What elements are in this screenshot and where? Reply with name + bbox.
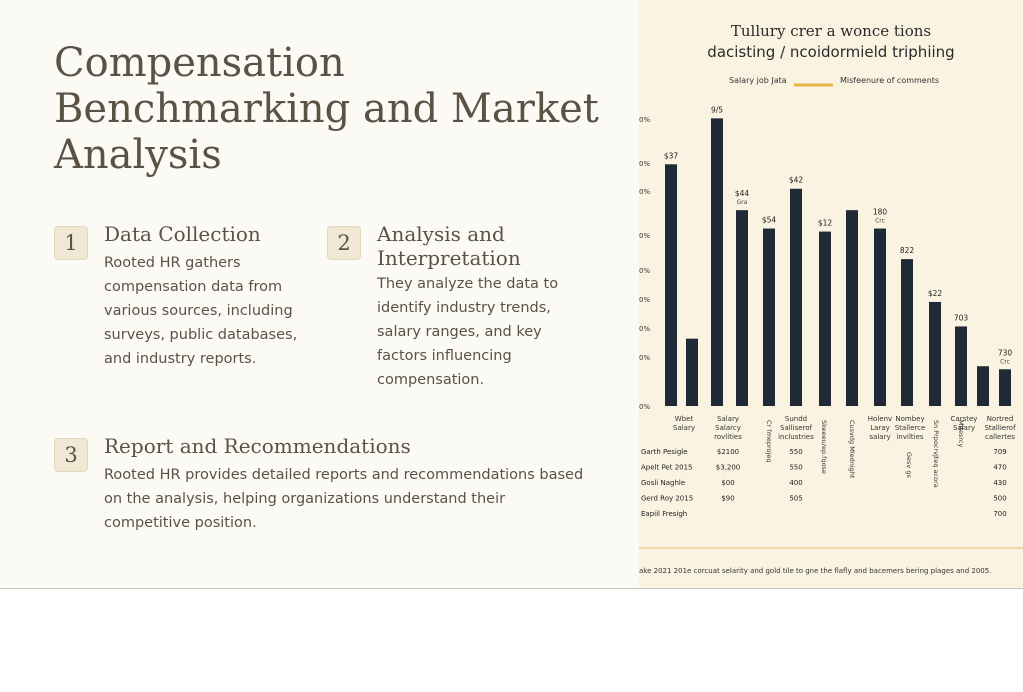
bar — [874, 228, 886, 406]
bar — [711, 118, 723, 407]
table-cell: $3,200 — [716, 464, 741, 472]
y-tick-label: 0% — [639, 403, 650, 411]
bar — [977, 366, 989, 406]
chart-subtitle: dacisting / ncoidormield triphiing — [707, 43, 954, 61]
vertical-row-label: Gesv gs — [905, 452, 913, 478]
step-description: Rooted HR gathers compensation data from… — [104, 255, 298, 367]
table-cell: 505 — [789, 495, 802, 503]
bar — [955, 326, 967, 406]
table-cell: 709 — [993, 448, 1006, 456]
step-title: Data Collection — [104, 222, 261, 246]
y-tick-label: 0% — [639, 296, 650, 304]
y-tick-label: 0% — [639, 267, 650, 275]
bar — [763, 228, 775, 406]
table-row-label: Gerd Roy 2015 — [641, 495, 693, 503]
table-cell: 400 — [789, 479, 802, 487]
table-cell: $90 — [721, 495, 734, 503]
table-cell: 470 — [993, 464, 1006, 472]
bar-value-label: 730 — [998, 348, 1013, 357]
bar-value-label: $44 — [735, 189, 750, 198]
step-description: Rooted HR provides detailed reports and … — [104, 467, 584, 531]
bar-value-label: Gra — [737, 199, 748, 206]
y-tick-label: 0% — [639, 325, 650, 333]
step-title: Report and Recommendations — [104, 434, 411, 458]
y-tick-label: 0% — [639, 354, 650, 362]
x-tick-label: Nombey — [895, 415, 924, 423]
table-cell: 550 — [789, 464, 802, 472]
table-cell: $00 — [721, 479, 734, 487]
slide: Compensation Benchmarking and Market Ana… — [0, 0, 1023, 589]
table-row-label: Apelt Pet 2015 — [641, 464, 693, 472]
x-tick-label: inclustries — [778, 433, 814, 441]
table-cell: 700 — [993, 510, 1006, 518]
x-tick-label: rovlities — [714, 433, 742, 441]
table-cell: 550 — [789, 448, 802, 456]
x-tick-label: Salarcy — [715, 424, 741, 432]
x-tick-label: Laray — [870, 424, 890, 432]
step-number-badge: 3 — [54, 438, 88, 472]
table-row-label: Garth Pesigle — [641, 448, 688, 456]
bar — [819, 231, 831, 406]
legend-label-salary: Salary job Jata — [729, 76, 787, 85]
x-tick-label: Carstey — [951, 415, 978, 423]
y-tick-label: 0% — [639, 160, 650, 168]
table-cell: 430 — [993, 479, 1006, 487]
x-tick-label: Wbet — [675, 415, 694, 423]
bar-value-label: 180 — [873, 208, 888, 217]
bar-value-label: $42 — [789, 176, 804, 185]
x-tick-label: callertes — [985, 433, 1015, 441]
bar — [736, 210, 748, 406]
bar — [790, 188, 802, 406]
y-tick-label: 0% — [639, 116, 650, 124]
bar — [901, 259, 913, 406]
y-tick-label: 0% — [639, 232, 650, 240]
x-tick-label: Salary — [673, 424, 695, 432]
bar-value-label: 703 — [954, 313, 969, 322]
table-cell: $2100 — [717, 448, 739, 456]
bar-value-label: 9/5 — [711, 105, 723, 114]
chart-image: Tullury crer a wonce tions dacisting / n… — [639, 0, 1023, 588]
x-tick-label: Sn Prpocrvjteq acora — [932, 420, 940, 488]
table-row-label: Eapiil Fresigh — [641, 510, 687, 518]
y-tick-label: 0% — [639, 188, 650, 196]
bar-chart: Tullury crer a wonce tions dacisting / n… — [639, 22, 1023, 575]
x-tick-label: Salary — [953, 424, 975, 432]
x-tick-label: Salary — [717, 415, 739, 423]
bar — [929, 301, 941, 406]
step-number-badge: 2 — [327, 226, 361, 260]
x-tick-label: invilties — [896, 433, 923, 441]
x-tick-label: Salliserof — [780, 424, 813, 432]
chart-footnote: ake 2021 201e corcuat selarity and gold … — [639, 567, 991, 575]
table-cell: 500 — [993, 495, 1006, 503]
step-title: Analysis and Interpretation — [377, 222, 521, 270]
chart-title: Tullury crer a wonce tions — [731, 22, 931, 40]
table-row-label: Gosli Naghle — [641, 479, 685, 487]
bar-value-label: $22 — [928, 289, 943, 298]
bar-value-label: Crc — [1000, 358, 1010, 365]
bar — [846, 210, 858, 406]
x-tick-label: Stallerce — [895, 424, 926, 432]
bar-value-label: $54 — [762, 216, 777, 225]
step-number-badge: 1 — [54, 226, 88, 260]
x-tick-label: Cr fmeprojeq — [765, 420, 773, 462]
bar — [999, 369, 1011, 406]
x-tick-label: Mitesrcy — [957, 420, 965, 447]
page-title: Compensation Benchmarking and Market Ana… — [54, 40, 599, 178]
x-tick-label: Stallierof — [984, 424, 1016, 432]
x-tick-label: Holenv — [868, 415, 892, 423]
step-description: They analyze the data to identify indust… — [377, 276, 559, 388]
x-tick-label: Nortred — [987, 415, 1014, 423]
bar — [686, 338, 698, 406]
x-tick-label: Cusvdg Mlednight — [848, 420, 856, 479]
bar-value-label: Crc — [875, 218, 885, 225]
x-tick-label: Skeeeu/ep.fqose — [820, 420, 828, 474]
legend-label-comments: Misfeenure of comments — [840, 76, 939, 85]
x-tick-label: Sundd — [785, 415, 807, 423]
bar-value-label: 822 — [900, 246, 915, 255]
bar-value-label: $37 — [664, 151, 679, 160]
bar-value-label: $12 — [818, 219, 833, 228]
x-tick-label: salary — [869, 433, 890, 441]
bar — [665, 164, 677, 406]
